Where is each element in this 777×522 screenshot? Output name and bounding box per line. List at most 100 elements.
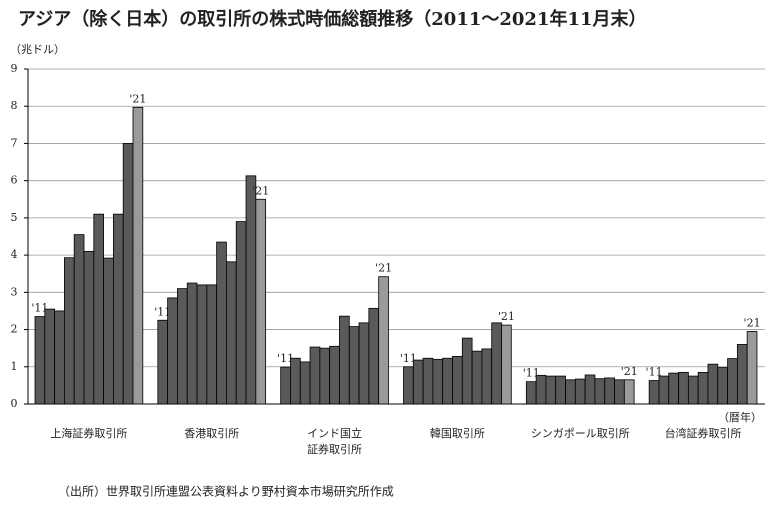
y-tick-label: 9 (11, 62, 18, 75)
y-tick-label: 0 (11, 397, 18, 410)
bar (319, 347, 331, 405)
bar (623, 379, 635, 405)
year-label: '11 (277, 352, 294, 365)
y-tick-label: 6 (11, 174, 18, 187)
bar (403, 366, 414, 405)
year-label: '21 (129, 92, 146, 105)
bar (93, 213, 105, 405)
bar (358, 322, 370, 405)
bar (206, 284, 218, 405)
bar (501, 324, 512, 405)
year-label: '21 (498, 310, 515, 323)
bar (122, 143, 134, 405)
bar (309, 346, 321, 405)
x-tick-label: 上海証券取引所 (50, 426, 127, 440)
bar (113, 213, 124, 405)
year-label: '11 (154, 305, 171, 318)
bar (64, 257, 75, 405)
source-note: （出所）世界取引所連盟公表資料より野村資本市場研究所作成 (58, 484, 394, 499)
bar (525, 381, 537, 405)
bar (348, 326, 360, 405)
year-label: '21 (621, 365, 638, 378)
bar (73, 234, 85, 405)
bar (648, 380, 660, 405)
bar (736, 344, 748, 405)
year-label: '11 (400, 352, 417, 365)
bar (491, 322, 502, 405)
bar (54, 310, 65, 405)
bar (481, 348, 493, 405)
x-tick-label: 台湾証券取引所 (665, 426, 742, 440)
x-tick-label: インド国立 (307, 426, 362, 440)
bar (299, 361, 311, 405)
bar (329, 345, 340, 405)
bar (226, 261, 237, 405)
bar (422, 357, 434, 405)
year-label: '21 (375, 262, 392, 275)
bar (235, 221, 247, 405)
bar (687, 375, 699, 405)
y-tick-label: 7 (11, 136, 18, 149)
y-tick-label: 4 (11, 248, 18, 261)
bar (727, 358, 738, 405)
bar (245, 175, 257, 405)
year-label: '21 (744, 316, 761, 329)
x-tick-label: 韓国取引所 (430, 426, 485, 440)
y-tick-label: 5 (11, 211, 18, 224)
bar (216, 241, 227, 405)
bar (535, 374, 547, 405)
bar (196, 284, 208, 405)
bar (658, 375, 670, 405)
bar (452, 355, 463, 405)
bar (34, 316, 46, 405)
bar (103, 257, 114, 405)
chart-title: アジア（除く日本）の取引所の株式時価総額推移（2011～2021年11月末） (18, 8, 647, 30)
y-tick-label: 3 (11, 285, 18, 298)
bar (378, 276, 389, 405)
bar (565, 379, 576, 405)
bar (668, 372, 679, 405)
bar (280, 366, 291, 405)
bar (697, 371, 709, 405)
bar (339, 315, 350, 405)
bar (368, 307, 380, 405)
bar (471, 350, 483, 405)
bar (186, 282, 198, 405)
y-tick-label: 8 (11, 99, 18, 112)
bar (177, 288, 188, 405)
x-tick-label: シンガポール取引所 (531, 426, 630, 440)
bar (584, 374, 596, 405)
bar (290, 357, 301, 405)
bar (83, 250, 95, 405)
year-label: '11 (31, 302, 48, 315)
x-tick-label: 証券取引所 (307, 442, 362, 456)
bar (604, 377, 615, 405)
bar (574, 378, 586, 405)
bar (255, 198, 267, 405)
bar (132, 106, 144, 405)
bar (746, 331, 758, 405)
bar (167, 297, 178, 405)
year-label: '21 (252, 184, 269, 197)
bar (412, 359, 424, 405)
y-unit: （兆ドル） (10, 43, 65, 56)
year-label: '11 (646, 366, 663, 379)
bar (678, 371, 689, 405)
year-label: '11 (523, 367, 540, 380)
bar (44, 308, 55, 405)
bar (442, 357, 453, 405)
bar (614, 379, 625, 405)
y-tick-label: 2 (11, 323, 18, 336)
bar (717, 367, 728, 405)
bar (461, 337, 473, 405)
x-unit: （暦年） (718, 410, 762, 424)
bar (555, 375, 566, 405)
bar (157, 319, 169, 405)
y-tick-label: 1 (11, 360, 18, 373)
bar (707, 363, 719, 405)
bar (432, 358, 444, 405)
x-tick-label: 香港取引所 (184, 426, 239, 440)
bar (545, 375, 557, 405)
